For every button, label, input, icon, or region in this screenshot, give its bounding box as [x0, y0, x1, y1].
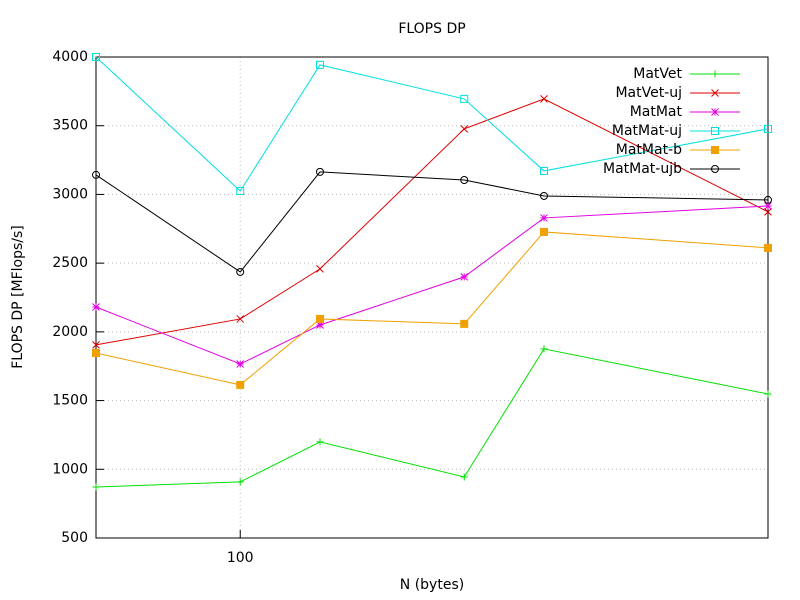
- chart-title: FLOPS DP: [398, 21, 465, 37]
- marker: [316, 438, 324, 446]
- plot-frame: [95, 56, 769, 539]
- marker: [764, 202, 772, 210]
- marker: [460, 94, 469, 103]
- marker: [540, 166, 548, 175]
- marker: [764, 390, 772, 398]
- legend-label: MatVet: [633, 66, 682, 82]
- marker: [236, 360, 245, 368]
- marker: [460, 473, 468, 481]
- y-tick-label: 3500: [52, 118, 88, 134]
- marker: [460, 273, 469, 281]
- marker: [460, 319, 469, 328]
- marker: [764, 195, 772, 204]
- y-tick-label: 2000: [52, 324, 88, 340]
- legend-label: MatMat: [630, 104, 683, 120]
- marker: [92, 349, 100, 358]
- marker: [316, 321, 324, 329]
- x-axis-label: N (bytes): [400, 577, 464, 593]
- y-tick-label: 4000: [52, 49, 88, 65]
- marker: [540, 214, 548, 222]
- legend-marker: [711, 70, 719, 78]
- y-tick-label: 2500: [52, 255, 88, 271]
- marker: [316, 167, 324, 176]
- y-tick-label: 1000: [52, 461, 88, 477]
- legend-label: MatMat-b: [616, 142, 682, 158]
- legend-marker: [711, 127, 719, 135]
- marker: [460, 125, 469, 133]
- marker: [236, 380, 245, 389]
- marker: [236, 267, 245, 276]
- marker: [92, 170, 100, 179]
- marker: [236, 186, 245, 195]
- y-axis-label: FLOPS DP [MFlops/s]: [10, 225, 26, 369]
- marker: [460, 175, 469, 184]
- series-line: [95, 171, 769, 273]
- marker: [92, 303, 100, 311]
- marker: [236, 478, 244, 486]
- marker: [540, 95, 548, 103]
- legend-marker: [711, 89, 719, 97]
- series-line: [95, 231, 769, 386]
- marker: [540, 345, 548, 353]
- series-line: [95, 98, 769, 346]
- y-tick-label: 500: [61, 530, 88, 546]
- legend-marker: [711, 146, 719, 154]
- x-tick-label: 100: [227, 550, 254, 566]
- legend-marker: [711, 165, 719, 173]
- series-line: [95, 348, 769, 488]
- legend-label: MatMat-ujb: [603, 161, 682, 177]
- marker: [764, 208, 772, 216]
- marker: [764, 243, 772, 252]
- marker: [236, 315, 245, 323]
- marker: [764, 124, 772, 133]
- marker: [316, 60, 324, 69]
- legend-label: MatVet-uj: [615, 85, 682, 101]
- series-line: [95, 56, 769, 192]
- marker: [92, 53, 100, 61]
- legend-marker: [711, 108, 719, 116]
- marker: [316, 265, 324, 273]
- y-tick-label: 3000: [52, 186, 88, 202]
- marker: [540, 191, 548, 200]
- marker: [92, 483, 100, 491]
- y-tick-label: 1500: [52, 393, 88, 409]
- marker: [316, 314, 324, 323]
- marker: [540, 227, 548, 236]
- series-line: [95, 205, 769, 365]
- marker: [92, 341, 100, 349]
- legend-label: MatMat-uj: [612, 123, 682, 139]
